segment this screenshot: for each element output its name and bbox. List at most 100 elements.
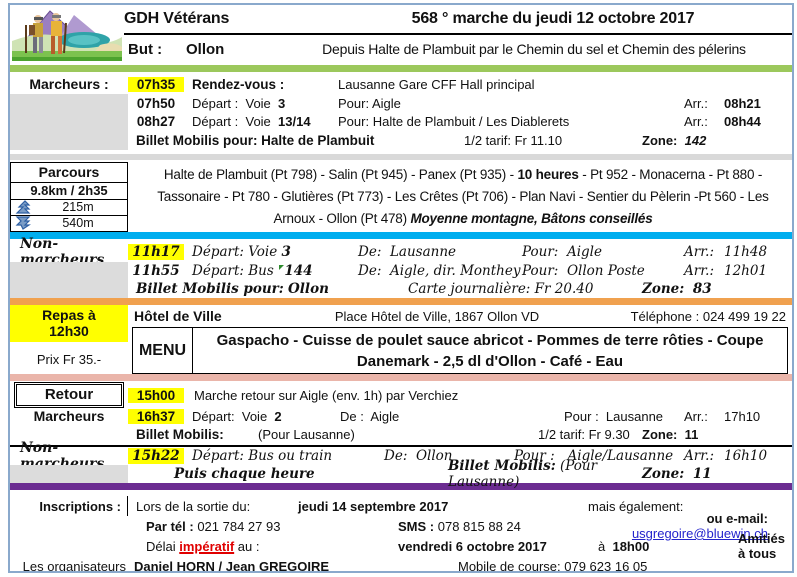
email-link[interactable]: usgregoire@bluewin.ch bbox=[631, 526, 768, 541]
depart-time: 11h17 bbox=[128, 244, 184, 260]
de-label: De : bbox=[340, 408, 364, 424]
pour-label: Pour: bbox=[338, 95, 370, 111]
mobile-label: Mobile de course: bbox=[458, 558, 561, 573]
depart-label: Départ : bbox=[192, 95, 239, 111]
retour-box-cell: Retour bbox=[10, 382, 128, 408]
billet-note-cell: (Pour Lausanne) bbox=[258, 427, 428, 442]
email-label: ou e-mail: bbox=[706, 511, 768, 526]
de-value: Lausanne bbox=[389, 244, 457, 260]
arr-value: 17h10 bbox=[724, 408, 761, 424]
voie-num: 3 bbox=[281, 244, 291, 260]
email-cell: ou e-mail: usgregoire@bluewin.ch bbox=[588, 511, 792, 541]
depart-time: 16h37 bbox=[128, 408, 184, 424]
left-cell bbox=[10, 516, 128, 536]
mode: Bus ou train bbox=[248, 448, 333, 464]
pour-value: Aigle bbox=[371, 95, 401, 111]
zone-label: Zone: bbox=[642, 281, 685, 297]
route-note: Moyenne montagne, Bâtons conseillés bbox=[410, 211, 653, 226]
arr-label: Arr.: bbox=[684, 408, 708, 424]
tarif-value: Fr 11.10 bbox=[514, 132, 563, 148]
parcours-section: Parcours 9.8km / 2h35 215m 540m Halte de… bbox=[10, 162, 792, 232]
marcheurs-label: Marcheurs : bbox=[29, 76, 109, 92]
delai-word: Délai bbox=[146, 538, 176, 554]
marcheurs-rendezvous-row: Marcheurs : 07h35 Rendez-vous : Lausanne… bbox=[10, 74, 792, 94]
arr-cell: Arr.: 12h01 bbox=[684, 263, 792, 279]
tel-label: Par tél : bbox=[146, 518, 194, 534]
zone-label: Zone: bbox=[642, 426, 678, 442]
delai-hour-cell: à 18h00 bbox=[598, 539, 708, 554]
destination-row: But : Ollon Depuis Halte de Plambuit par… bbox=[124, 35, 792, 63]
carte-cell: Carte journalière: Fr 20.40 bbox=[408, 281, 642, 297]
left-cell bbox=[10, 280, 128, 298]
delai-cell: Délai impératif au : bbox=[128, 539, 398, 554]
sortie-date: jeudi 14 septembre 2017 bbox=[298, 498, 449, 514]
depart-time: 11h55 bbox=[132, 263, 180, 279]
salmon-separator bbox=[10, 374, 792, 381]
retour-description: Marche retour sur Aigle (env. 1h) par Ve… bbox=[194, 387, 459, 403]
route-highlight: 10 heures bbox=[517, 167, 579, 182]
green-separator bbox=[10, 65, 792, 72]
pour-label: Pour : bbox=[564, 408, 599, 424]
retour-box: Retour bbox=[14, 382, 124, 408]
mode: Voie bbox=[248, 244, 278, 260]
rendezvous-time: 07h35 bbox=[128, 76, 184, 92]
depart-cell: Départ: Bus 144 bbox=[184, 263, 352, 279]
pour-label: Pour : bbox=[514, 448, 555, 464]
arr-value: 12h01 bbox=[724, 263, 768, 279]
non-marcheurs-billet-row: Billet Mobilis pour: Ollon Carte journal… bbox=[10, 280, 792, 298]
depart-cell: Départ: Voie 3 bbox=[184, 244, 352, 260]
retour-label: Retour bbox=[16, 384, 122, 406]
phone-label: Téléphone : bbox=[630, 308, 700, 324]
billet-dest: Halte de Plambuit bbox=[261, 132, 375, 148]
pour-cell: Pour: Ollon Poste bbox=[522, 263, 684, 279]
inscriptions-label: Inscriptions : bbox=[10, 496, 128, 516]
cyan-separator bbox=[10, 232, 792, 239]
billet-cell: Billet Mobilis pour: Halte de Plambuit bbox=[128, 133, 428, 148]
imperatif-word: impératif bbox=[179, 538, 235, 554]
tarif-value: Fr 9.30 bbox=[588, 426, 630, 442]
purple-separator bbox=[10, 483, 792, 490]
left-cell bbox=[10, 465, 128, 483]
billet-note: (Pour Lausanne) bbox=[448, 458, 598, 490]
mode: Voie bbox=[241, 408, 268, 424]
arr-value: 08h21 bbox=[724, 95, 761, 111]
carte-value: Fr 20.40 bbox=[534, 281, 594, 297]
rendezvous-label: Rendez-vous : bbox=[192, 76, 285, 92]
parcours-box: Parcours 9.8km / 2h35 215m 540m bbox=[10, 162, 128, 232]
sortie-label: Lors de la sortie du: bbox=[136, 498, 251, 514]
but-label: But : bbox=[128, 40, 163, 58]
repas-section: Repas à 12h30 Prix Fr 35.- Hôtel de Vill… bbox=[10, 305, 792, 374]
sms-label: SMS : bbox=[398, 518, 435, 534]
retour-marcheurs-label: Marcheurs bbox=[33, 408, 105, 424]
de-cell: De: Aigle, dir. Monthey bbox=[352, 263, 522, 279]
amities: Amitiés à tous bbox=[738, 531, 785, 561]
retour-nm-row-2: Puis chaque heure Billet Mobilis: (Pour … bbox=[10, 458, 792, 490]
pour-cell: Pour : Lausanne bbox=[504, 409, 684, 424]
repas-right-column: Hôtel de Ville Place Hôtel de Ville, 186… bbox=[128, 305, 792, 374]
mobile-number: 079 623 16 05 bbox=[564, 558, 648, 573]
tarif-label: 1/2 tarif: bbox=[538, 426, 585, 442]
pour-cell: Pour : Aigle/Lausanne bbox=[514, 448, 684, 464]
pour-value: Ollon Poste bbox=[566, 263, 645, 279]
pour-label: Pour: bbox=[522, 244, 559, 260]
delai-date: vendredi 6 octobre 2017 bbox=[398, 538, 547, 554]
ascent-descent-arrows-icon bbox=[15, 200, 31, 230]
non-marcheurs-row-2: 11h55 Départ: Bus 144 De: Aigle, dir. Mo… bbox=[10, 262, 792, 280]
marcheurs-billet-row: Billet Mobilis pour: Halte de Plambuit 1… bbox=[10, 130, 792, 150]
but-description: Depuis Halte de Plambuit par le Chemin d… bbox=[322, 41, 746, 57]
arr-value: 08h44 bbox=[724, 113, 761, 129]
repas-prix: Prix Fr 35.- bbox=[36, 352, 102, 367]
frequency-note: Puis chaque heure bbox=[174, 466, 315, 482]
carte-label: Carte journalière: bbox=[408, 281, 531, 297]
title-row: GDH Vétérans 568 ° marche du jeudi 12 oc… bbox=[124, 5, 792, 35]
tarif-label: 1/2 tarif: bbox=[464, 132, 511, 148]
depart-cell: Départ : Voie 3 bbox=[184, 96, 334, 111]
page-frame: GDH Vétérans 568 ° marche du jeudi 12 oc… bbox=[8, 3, 794, 573]
billet-note: (Pour Lausanne) bbox=[258, 426, 355, 442]
voie-num: 2 bbox=[274, 408, 282, 424]
route-part2: - Pt 952 - Monacerna - Pt 880 - Tassonai… bbox=[157, 167, 769, 226]
de-cell: De: Lausanne bbox=[352, 244, 522, 260]
pour-label: Pour: bbox=[338, 113, 370, 129]
non-marcheurs-label: Non-marcheurs bbox=[20, 236, 105, 268]
